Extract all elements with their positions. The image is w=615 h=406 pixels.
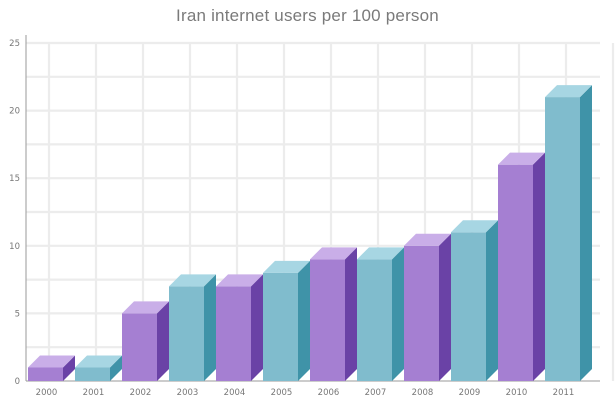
bar-top-2008 [404, 233, 451, 246]
bar-top-2007 [357, 247, 404, 260]
x-tick-label-2003: 2003 [177, 388, 199, 398]
bar-top-2010 [498, 152, 545, 165]
y-tick-label-0: 0 [15, 377, 20, 387]
bar-side-2006 [345, 247, 357, 381]
bar-2004 [216, 274, 263, 381]
bar-2007 [357, 247, 404, 381]
bar-side-2004 [251, 274, 263, 381]
bar-top-2004 [216, 274, 263, 287]
bar-top-2001 [75, 355, 122, 368]
bar-top-2006 [310, 247, 357, 260]
bar-side-2002 [157, 301, 169, 381]
x-tick-label-2006: 2006 [318, 388, 340, 398]
bar-front-2005 [263, 272, 298, 381]
x-tick-label-2005: 2005 [271, 388, 293, 398]
bar-2009 [451, 220, 498, 381]
bar-top-2009 [451, 220, 498, 233]
y-tick-label-4: 20 [9, 107, 20, 117]
x-tick-label-2008: 2008 [412, 388, 434, 398]
y-tick-label-2: 10 [9, 242, 20, 252]
bar-front-2009 [451, 232, 486, 381]
bar-top-2003 [169, 274, 216, 287]
x-tick-label-2011: 2011 [553, 388, 575, 398]
bar-front-2003 [169, 286, 204, 381]
y-tick-label-5: 25 [9, 39, 20, 49]
bar-2002 [122, 301, 169, 381]
bars [28, 85, 592, 381]
bar-side-2010 [533, 152, 545, 381]
bar-top-2000 [28, 355, 75, 368]
x-tick-label-2001: 2001 [83, 388, 105, 398]
bar-side-2009 [486, 220, 498, 381]
bar-side-2005 [298, 260, 310, 381]
x-tick-label-2004: 2004 [224, 388, 246, 398]
bar-2000 [28, 355, 75, 381]
y-tick-label-1: 5 [15, 309, 20, 319]
x-tick-label-2010: 2010 [506, 388, 528, 398]
bar-front-2002 [122, 313, 157, 381]
bar-front-2004 [216, 286, 251, 381]
bar-side-2001 [110, 355, 122, 381]
chart-title: Iran internet users per 100 person [176, 6, 439, 25]
x-tick-label-2009: 2009 [459, 388, 481, 398]
bar-side-2008 [439, 233, 451, 381]
bar-side-2003 [204, 274, 216, 381]
y-tick-label-3: 15 [9, 174, 20, 184]
bar-top-2005 [263, 260, 310, 273]
bar-2001 [75, 355, 122, 381]
bar-front-2008 [404, 245, 439, 381]
bar-2006 [310, 247, 357, 381]
bar-side-2000 [63, 355, 75, 381]
bar-front-2006 [310, 259, 345, 381]
bar-top-2002 [122, 301, 169, 314]
bar-top-2011 [545, 85, 592, 98]
bar-side-2007 [392, 247, 404, 381]
bar-front-2010 [498, 164, 533, 381]
bar-front-2000 [28, 367, 63, 381]
bar-side-2011 [580, 85, 592, 381]
bar-2011 [545, 85, 592, 381]
bar-2008 [404, 233, 451, 381]
bar-2005 [263, 260, 310, 381]
bar-2003 [169, 274, 216, 381]
x-tick-label-2007: 2007 [365, 388, 387, 398]
x-tick-label-2002: 2002 [130, 388, 152, 398]
bar-front-2007 [357, 259, 392, 381]
bar-2010 [498, 152, 545, 381]
bar-front-2001 [75, 367, 110, 381]
tick-labels: 0 5 10 15 20 25 2000 2001 2002 2003 2004 2005 2006 20… [9, 39, 574, 398]
bar-front-2011 [545, 97, 580, 381]
x-tick-label-2000: 2000 [36, 388, 58, 398]
